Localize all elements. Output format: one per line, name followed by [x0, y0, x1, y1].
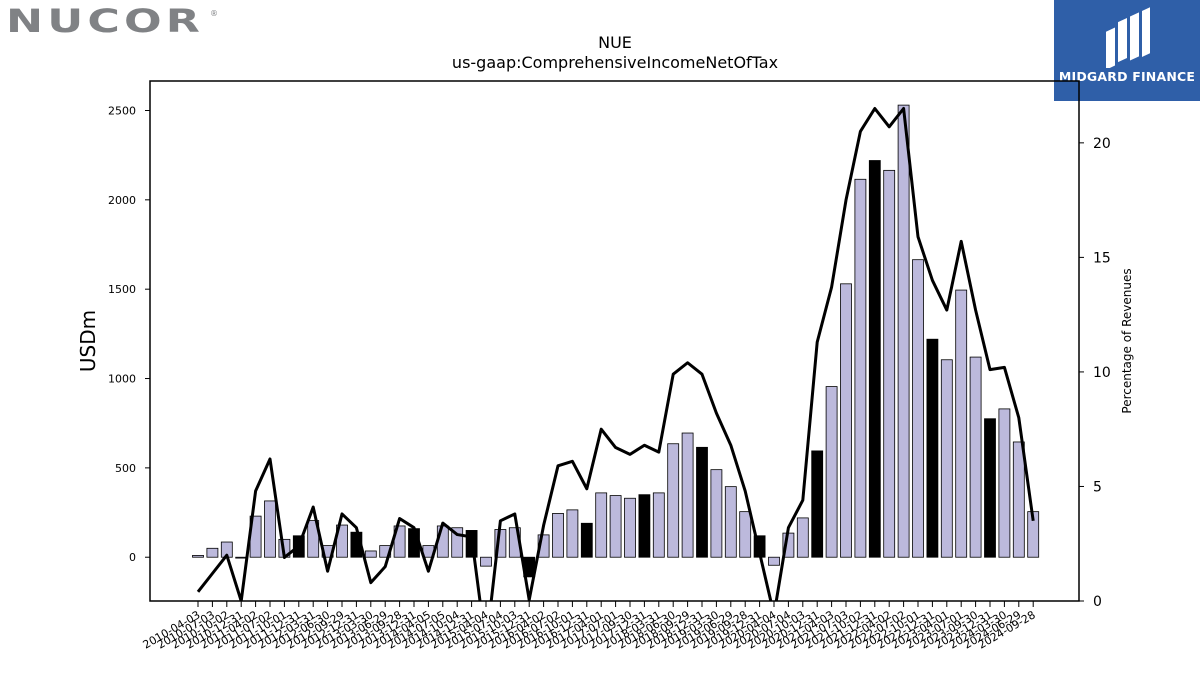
midgard-m-logo-icon [1106, 7, 1150, 70]
bar-2020-04-04 [768, 556, 780, 566]
bar-2024-03-30 [998, 408, 1011, 558]
bar-2021-12-31 [868, 160, 881, 558]
bar-2024-06-29 [1012, 441, 1025, 558]
bar-2021-07-03 [840, 283, 852, 558]
bar-2015-04-04 [480, 556, 492, 567]
bar-2023-04-01 [940, 359, 953, 558]
bar-2016-12-31 [580, 522, 593, 558]
y-tick-label-2500: 2500 [108, 104, 136, 117]
bar-2022-12-31 [926, 338, 939, 558]
nucor-logo-text: NUCOR [6, 4, 204, 36]
bar-2020-12-31 [811, 450, 824, 558]
bar-2010-12-31 [235, 556, 248, 559]
bar-2018-06-30 [667, 443, 680, 558]
y-axis-label: USDm [76, 310, 100, 372]
nucor-logo: NUCOR ® [6, 2, 221, 40]
bar-2016-07-02 [552, 513, 564, 558]
chart-title: NUE [598, 33, 632, 52]
badge-label: MIDGARD FINANCE [1058, 69, 1196, 84]
y2-tick-label-10: 10 [1093, 365, 1111, 381]
bar-2016-10-01 [566, 509, 579, 558]
y2-tick-label-5: 5 [1093, 479, 1102, 495]
bar-2017-04-01 [595, 492, 608, 558]
bar-2013-03-30 [364, 550, 377, 558]
axes-layer: 05001000150020002500051015202010-04-0320… [108, 80, 1111, 652]
y2-tick-label-20: 20 [1093, 136, 1111, 152]
line-layer [196, 106, 1035, 601]
y-tick-label-1000: 1000 [108, 373, 136, 386]
bar-2017-12-31 [638, 494, 651, 558]
bar-2023-07-01 [955, 289, 968, 558]
bar-2014-07-05 [436, 525, 449, 558]
registered-mark: ® [210, 9, 218, 18]
y-tick-label-2000: 2000 [108, 194, 136, 207]
y2-tick-label-0: 0 [1093, 594, 1102, 610]
bar-2011-07-02 [264, 500, 276, 558]
bar-2023-12-31 [984, 418, 996, 558]
y2-axis-label: Percentage of Revenues [1120, 268, 1134, 413]
bar-2022-07-02 [897, 104, 910, 558]
bar-2017-07-01 [609, 495, 622, 558]
bar-2020-10-03 [796, 517, 809, 558]
bar-2019-06-29 [724, 486, 737, 558]
bar-2021-10-02 [854, 178, 867, 558]
bar-2021-04-03 [825, 386, 838, 558]
bar-2018-03-31 [652, 492, 665, 558]
chart-subtitle: us-gaap:ComprehensiveIncomeNetOfTax [452, 53, 778, 72]
bar-2014-10-04 [451, 527, 464, 558]
y-tick-label-1500: 1500 [108, 283, 136, 296]
bars-layer [192, 104, 1040, 578]
bar-2018-09-29 [681, 432, 694, 558]
y-tick-label-0: 0 [129, 551, 136, 564]
bar-2018-12-31 [696, 446, 708, 558]
bar-2010-04-03 [192, 555, 204, 558]
bar-2022-04-02 [883, 169, 896, 558]
bar-2019-09-28 [739, 511, 752, 558]
bar-2012-03-31 [307, 520, 320, 558]
bar-2017-09-30 [624, 497, 636, 558]
bar-2019-03-30 [710, 469, 723, 558]
plot-frame [149, 80, 1080, 602]
y2-tick-label-15: 15 [1093, 250, 1111, 266]
bar-2022-10-01 [912, 259, 924, 558]
bar-2023-09-30 [969, 356, 982, 558]
y-tick-label-500: 500 [115, 462, 136, 475]
series-line [196, 106, 1035, 601]
bar-2010-07-03 [206, 547, 219, 558]
